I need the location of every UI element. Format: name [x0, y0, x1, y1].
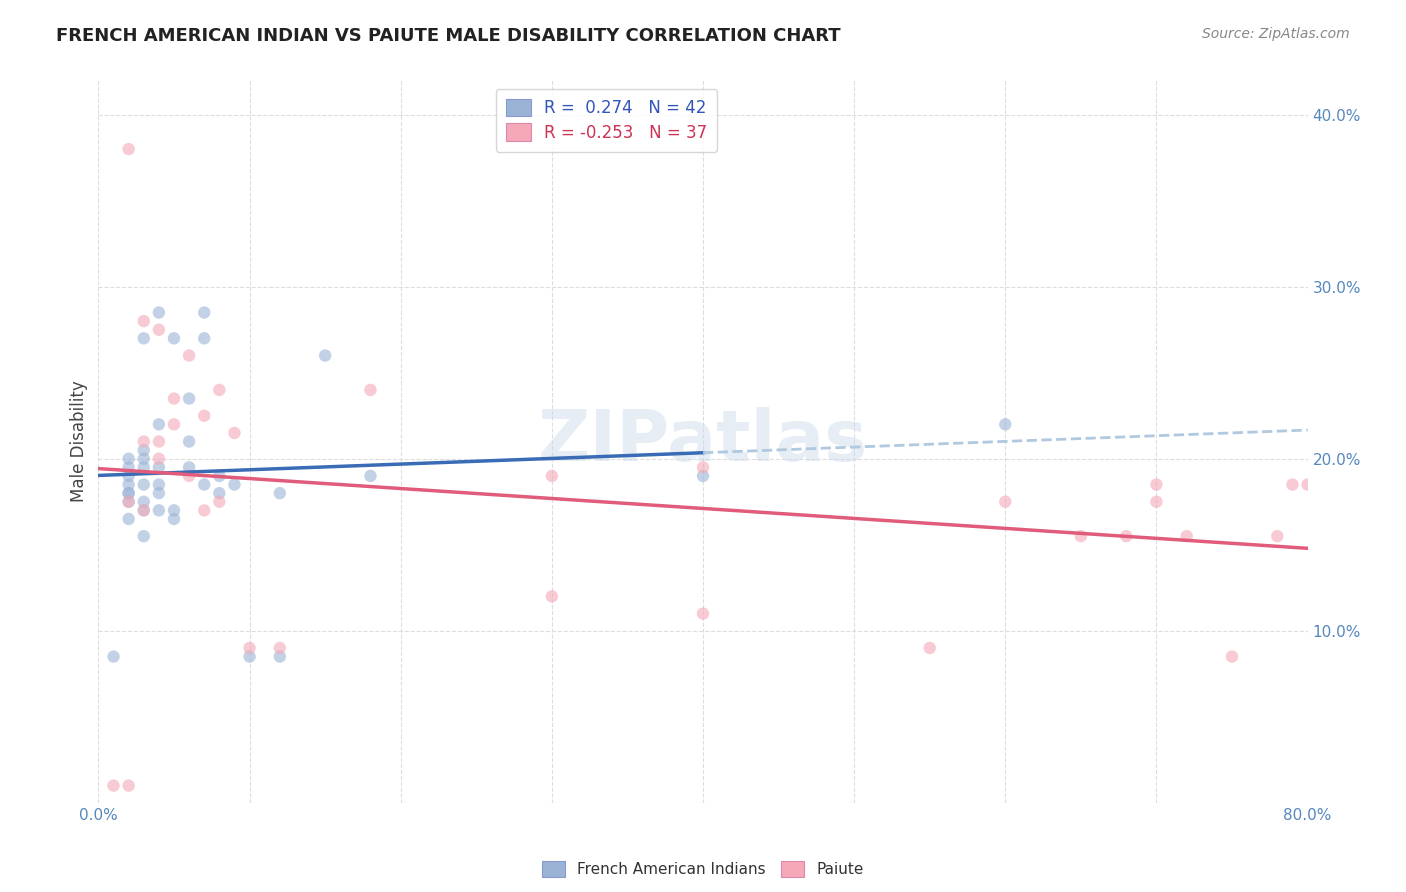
Point	[1296, 477, 1319, 491]
Point	[224, 425, 246, 440]
Point	[132, 443, 155, 458]
Point	[148, 486, 170, 500]
Point	[103, 779, 125, 793]
Point	[118, 512, 141, 526]
Point	[132, 460, 155, 475]
Y-axis label: Male Disability: Male Disability	[70, 381, 89, 502]
Point	[208, 383, 231, 397]
Point	[118, 494, 141, 508]
Point	[132, 314, 155, 328]
Point	[692, 469, 714, 483]
Point	[918, 640, 941, 655]
Point	[1175, 529, 1198, 543]
Text: FRENCH AMERICAN INDIAN VS PAIUTE MALE DISABILITY CORRELATION CHART: FRENCH AMERICAN INDIAN VS PAIUTE MALE DI…	[56, 27, 841, 45]
Point	[118, 486, 141, 500]
Point	[179, 392, 201, 406]
Point	[1281, 477, 1303, 491]
Point	[132, 503, 155, 517]
Point	[132, 451, 155, 466]
Point	[208, 486, 231, 500]
Point	[103, 649, 125, 664]
Point	[148, 434, 170, 449]
Point	[314, 349, 336, 363]
Point	[224, 477, 246, 491]
Point	[148, 477, 170, 491]
Point	[179, 469, 201, 483]
Point	[148, 460, 170, 475]
Point	[179, 434, 201, 449]
Point	[193, 409, 215, 423]
Point	[692, 607, 714, 621]
Point	[360, 469, 382, 483]
Point	[148, 417, 170, 432]
Point	[118, 486, 141, 500]
Point	[148, 323, 170, 337]
Point	[132, 331, 155, 345]
Point	[163, 392, 186, 406]
Point	[163, 417, 186, 432]
Point	[208, 494, 231, 508]
Point	[132, 529, 155, 543]
Text: Source: ZipAtlas.com: Source: ZipAtlas.com	[1202, 27, 1350, 41]
Point	[118, 451, 141, 466]
Point	[239, 649, 262, 664]
Point	[132, 494, 155, 508]
Point	[148, 451, 170, 466]
Point	[193, 503, 215, 517]
Point	[118, 477, 141, 491]
Point	[193, 477, 215, 491]
Point	[118, 494, 141, 508]
Point	[193, 331, 215, 345]
Point	[1267, 529, 1289, 543]
Point	[132, 503, 155, 517]
Point	[132, 477, 155, 491]
Point	[269, 649, 291, 664]
Point	[148, 503, 170, 517]
Point	[179, 460, 201, 475]
Point	[1144, 494, 1167, 508]
Point	[193, 305, 215, 319]
Legend: French American Indians, Paiute: French American Indians, Paiute	[534, 854, 872, 885]
Point	[1144, 477, 1167, 491]
Point	[118, 142, 141, 156]
Point	[118, 779, 141, 793]
Point	[269, 640, 291, 655]
Point	[163, 503, 186, 517]
Point	[118, 469, 141, 483]
Point	[1070, 529, 1092, 543]
Point	[540, 469, 562, 483]
Point	[994, 417, 1017, 432]
Point	[163, 512, 186, 526]
Point	[1220, 649, 1243, 664]
Point	[132, 434, 155, 449]
Point	[179, 349, 201, 363]
Point	[163, 331, 186, 345]
Point	[540, 590, 562, 604]
Point	[692, 460, 714, 475]
Point	[118, 460, 141, 475]
Point	[1115, 529, 1137, 543]
Point	[269, 486, 291, 500]
Point	[994, 494, 1017, 508]
Point	[360, 383, 382, 397]
Point	[148, 305, 170, 319]
Point	[208, 469, 231, 483]
Point	[239, 640, 262, 655]
Text: ZIPatlas: ZIPatlas	[538, 407, 868, 476]
